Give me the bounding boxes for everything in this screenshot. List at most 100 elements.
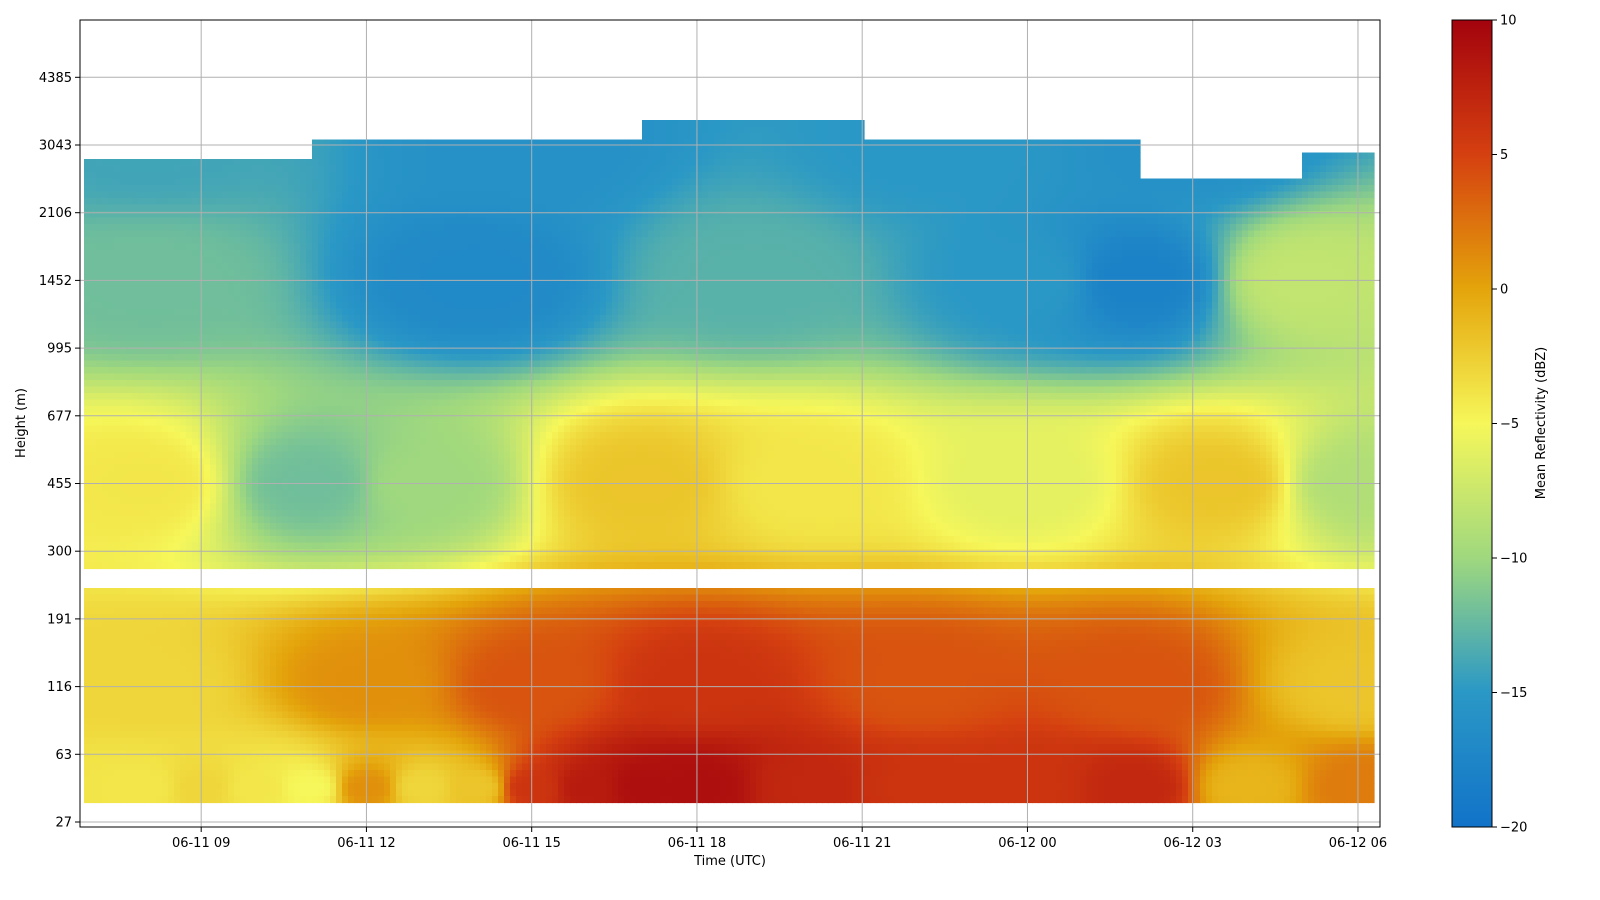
heatmap-cell	[1092, 276, 1099, 284]
heatmap-cell	[444, 256, 451, 264]
heatmap-cell	[1068, 276, 1075, 284]
heatmap-cell	[90, 224, 97, 232]
heatmap-cell	[474, 139, 481, 147]
heatmap-cell	[348, 146, 355, 154]
heatmap-cell	[510, 289, 517, 297]
heatmap-cell	[120, 191, 127, 199]
heatmap-cell	[492, 204, 499, 212]
heatmap-cell	[510, 146, 517, 154]
heatmap-cell	[804, 250, 811, 258]
heatmap-cell	[936, 204, 943, 212]
heatmap-cell	[192, 295, 199, 303]
heatmap-cell	[648, 139, 655, 147]
heatmap-cell	[144, 237, 151, 245]
heatmap-cell	[162, 217, 169, 225]
heatmap-cell	[456, 185, 463, 193]
heatmap-cell	[558, 230, 565, 238]
heatmap-cell	[708, 282, 715, 290]
heatmap-cell	[1032, 276, 1039, 284]
heatmap-cell	[156, 295, 163, 303]
heatmap-cell	[906, 230, 913, 238]
heatmap-cell	[546, 172, 553, 180]
heatmap-cell	[324, 165, 331, 173]
heatmap-cell	[774, 237, 781, 245]
heatmap-cell	[642, 198, 649, 206]
heatmap-cell	[924, 243, 931, 251]
heatmap-cell	[876, 165, 883, 173]
heatmap-cell	[540, 191, 547, 199]
heatmap-cell	[1320, 243, 1327, 251]
heatmap-cell	[582, 204, 589, 212]
heatmap-cell	[378, 172, 385, 180]
heatmap-cell	[402, 256, 409, 264]
heatmap-cell	[96, 191, 103, 199]
heatmap-cell	[984, 217, 991, 225]
heatmap-cell	[678, 282, 685, 290]
heatmap-cell	[372, 172, 379, 180]
heatmap-cell	[432, 152, 439, 160]
heatmap-cell	[444, 217, 451, 225]
heatmap-cell	[498, 159, 505, 167]
heatmap-cell	[510, 237, 517, 245]
heatmap-cell	[816, 276, 823, 284]
heatmap-cell	[726, 198, 733, 206]
heatmap-cell	[378, 276, 385, 284]
heatmap-cell	[582, 230, 589, 238]
heatmap-cell	[1032, 282, 1039, 290]
heatmap-cell	[318, 152, 325, 160]
heatmap-cell	[1134, 224, 1141, 232]
heatmap-cell	[810, 269, 817, 277]
heatmap-cell	[714, 133, 721, 141]
heatmap-cell	[534, 230, 541, 238]
heatmap-cell	[114, 191, 121, 199]
heatmap-cell	[1176, 217, 1183, 225]
heatmap-cell	[1350, 282, 1357, 290]
heatmap-cell	[786, 204, 793, 212]
heatmap-cell	[852, 152, 859, 160]
heatmap-cell	[450, 191, 457, 199]
heatmap-cell	[90, 250, 97, 258]
heatmap-cell	[90, 243, 97, 251]
heatmap-cell	[312, 172, 319, 180]
heatmap-cell	[600, 243, 607, 251]
heatmap-cell	[360, 250, 367, 258]
heatmap-cell	[1224, 217, 1231, 225]
heatmap-cell	[606, 146, 613, 154]
heatmap-cell	[426, 256, 433, 264]
heatmap-cell	[750, 172, 757, 180]
heatmap-cell	[696, 204, 703, 212]
heatmap-cell	[450, 289, 457, 297]
heatmap-cell	[1368, 269, 1375, 277]
heatmap-cell	[930, 243, 937, 251]
heatmap-cell	[1338, 152, 1345, 160]
heatmap-cell	[1260, 217, 1267, 225]
heatmap-cell	[498, 191, 505, 199]
heatmap-cell	[1086, 263, 1093, 271]
heatmap-cell	[750, 289, 757, 297]
heatmap-cell	[744, 178, 751, 186]
heatmap-cell	[354, 152, 361, 160]
heatmap-cell	[948, 276, 955, 284]
heatmap-cell	[1104, 159, 1111, 167]
heatmap-cell	[1272, 289, 1279, 297]
heatmap-cell	[600, 198, 607, 206]
heatmap-cell	[582, 269, 589, 277]
heatmap-cell	[1080, 172, 1087, 180]
heatmap-cell	[942, 256, 949, 264]
heatmap-cell	[696, 191, 703, 199]
heatmap-cell	[1080, 139, 1087, 147]
heatmap-cell	[1368, 250, 1375, 258]
heatmap-cell	[666, 198, 673, 206]
heatmap-cell	[588, 185, 595, 193]
heatmap-cell	[852, 146, 859, 154]
heatmap-cell	[258, 224, 265, 232]
heatmap-cell	[264, 289, 271, 297]
heatmap-cell	[1272, 269, 1279, 277]
heatmap-cell	[990, 211, 997, 219]
heatmap-cell	[486, 211, 493, 219]
heatmap-cell	[780, 237, 787, 245]
heatmap-cell	[240, 191, 247, 199]
heatmap-cell	[948, 230, 955, 238]
heatmap-cell	[258, 230, 265, 238]
heatmap-cell	[144, 269, 151, 277]
